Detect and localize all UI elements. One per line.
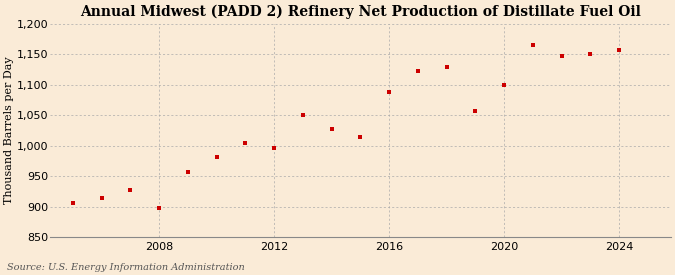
Point — [154, 206, 165, 210]
Point — [441, 64, 452, 69]
Text: Source: U.S. Energy Information Administration: Source: U.S. Energy Information Administ… — [7, 263, 244, 272]
Point — [384, 90, 395, 94]
Point — [470, 108, 481, 113]
Point — [326, 126, 337, 131]
Point — [68, 200, 78, 205]
Point — [125, 188, 136, 192]
Point — [499, 83, 510, 87]
Point — [614, 48, 624, 52]
Point — [211, 155, 222, 160]
Point — [527, 43, 538, 48]
Point — [355, 134, 366, 139]
Y-axis label: Thousand Barrels per Day: Thousand Barrels per Day — [4, 57, 14, 205]
Point — [240, 141, 251, 145]
Point — [585, 52, 596, 57]
Title: Annual Midwest (PADD 2) Refinery Net Production of Distillate Fuel Oil: Annual Midwest (PADD 2) Refinery Net Pro… — [80, 4, 641, 18]
Point — [556, 53, 567, 58]
Point — [269, 145, 279, 150]
Point — [412, 69, 423, 74]
Point — [97, 196, 107, 200]
Point — [298, 113, 308, 118]
Point — [182, 169, 193, 174]
